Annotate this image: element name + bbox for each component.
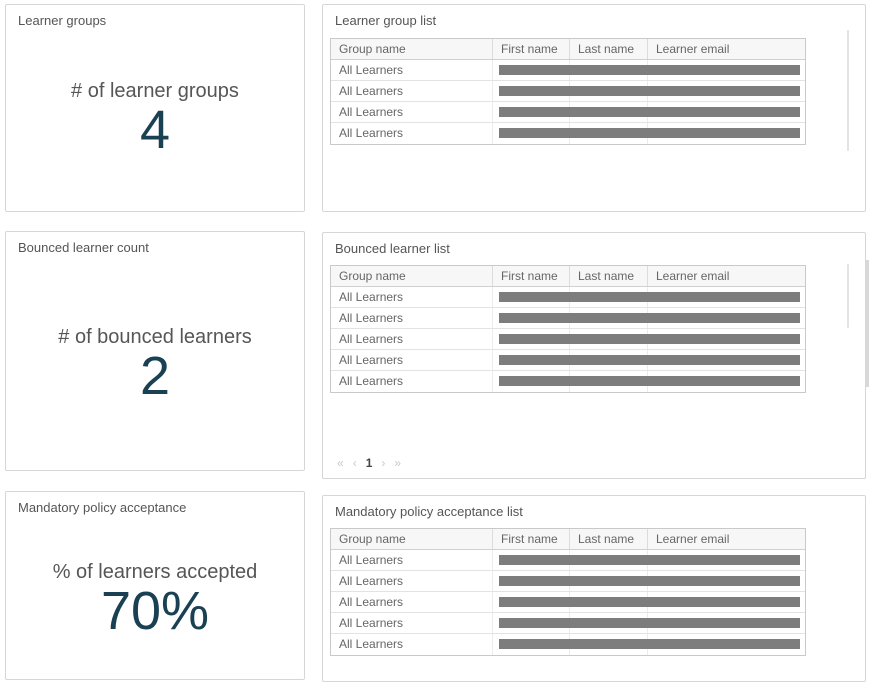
redacted-bar: [499, 292, 800, 302]
column-header-last-name: Last name: [570, 39, 648, 59]
pagination: « ‹ 1 › »: [337, 455, 401, 471]
panel-title: Mandatory policy acceptance: [18, 500, 187, 515]
group-name-cell: All Learners: [331, 613, 493, 633]
current-page[interactable]: 1: [365, 456, 373, 470]
column-header-learner-email: Learner email: [656, 269, 730, 283]
redacted-bar: [499, 576, 800, 586]
stat-block: # of learner groups 4: [6, 79, 304, 157]
page-scrollbar-thumb[interactable]: [866, 260, 869, 387]
table-row: All Learners: [331, 550, 805, 571]
panel-bounced-learner-count: Bounced learner count # of bounced learn…: [5, 231, 305, 471]
panel-title: Mandatory policy acceptance list: [335, 504, 523, 519]
group-name-cell: All Learners: [331, 123, 493, 144]
table-row: All Learners: [331, 571, 805, 592]
group-name-cell: All Learners: [331, 287, 493, 307]
next-page-button[interactable]: ›: [381, 456, 386, 470]
table-header-row: Group name First name Last name Learner …: [331, 39, 805, 60]
stat-label: # of learner groups: [71, 80, 239, 102]
panel-title: Learner group list: [335, 13, 437, 28]
redacted-bar: [499, 555, 800, 565]
table-row: All Learners: [331, 308, 805, 329]
redacted-bar: [499, 355, 800, 365]
column-header-last-name: Last name: [570, 266, 648, 286]
redacted-bar: [499, 597, 800, 607]
panel-bounced-learner-list: Bounced learner list Group name First na…: [322, 232, 866, 479]
panel-mandatory-policy-acceptance: Mandatory policy acceptance % of learner…: [5, 491, 305, 680]
policy-acceptance-table: Group name First name Last name Learner …: [330, 528, 806, 656]
group-name-cell: All Learners: [331, 329, 493, 349]
table-row: All Learners: [331, 287, 805, 308]
table-scrollbar-thumb[interactable]: [847, 264, 849, 328]
stat-value: 70%: [100, 581, 210, 641]
stat-block: # of bounced learners 2: [6, 325, 304, 403]
group-name-cell: All Learners: [331, 60, 493, 80]
table-row: All Learners: [331, 102, 805, 123]
column-header-first-name: First name: [493, 529, 570, 549]
column-header-group-name: Group name: [331, 39, 493, 59]
table-scrollbar-thumb[interactable]: [847, 30, 849, 151]
group-name-cell: All Learners: [331, 308, 493, 328]
column-header-group-name: Group name: [331, 529, 493, 549]
panel-title: Bounced learner list: [335, 241, 450, 256]
table-row: All Learners: [331, 613, 805, 634]
table-row: All Learners: [331, 371, 805, 392]
redacted-bar: [499, 618, 800, 628]
column-header-first-name: First name: [493, 266, 570, 286]
table-header-row: Group name First name Last name Learner …: [331, 529, 805, 550]
redacted-bar: [499, 334, 800, 344]
column-header-group-name: Group name: [331, 266, 493, 286]
group-name-cell: All Learners: [331, 350, 493, 370]
column-header-first-name: First name: [493, 39, 570, 59]
group-name-cell: All Learners: [331, 550, 493, 570]
table-row: All Learners: [331, 592, 805, 613]
redacted-bar: [499, 313, 800, 323]
group-name-cell: All Learners: [331, 81, 493, 101]
group-name-cell: All Learners: [331, 102, 493, 122]
table-row: All Learners: [331, 634, 805, 655]
panel-learner-group-list: Learner group list Group name First name…: [322, 4, 866, 212]
redacted-bar: [499, 128, 800, 138]
stat-value: 4: [139, 100, 171, 160]
group-name-cell: All Learners: [331, 634, 493, 655]
group-name-cell: All Learners: [331, 571, 493, 591]
table-row: All Learners: [331, 81, 805, 102]
panel-title: Bounced learner count: [18, 240, 149, 255]
table-row: All Learners: [331, 329, 805, 350]
bounced-learner-table: Group name First name Last name Learner …: [330, 265, 806, 393]
column-header-learner-email: Learner email: [656, 532, 730, 546]
table-row: All Learners: [331, 350, 805, 371]
last-page-button[interactable]: »: [394, 456, 402, 470]
panel-mandatory-policy-acceptance-list: Mandatory policy acceptance list Group n…: [322, 495, 866, 682]
table-header-row: Group name First name Last name Learner …: [331, 266, 805, 287]
table-row: All Learners: [331, 60, 805, 81]
table-row: All Learners: [331, 123, 805, 144]
first-page-button[interactable]: «: [337, 456, 344, 470]
stat-label: % of learners accepted: [52, 561, 258, 583]
column-header-last-name: Last name: [570, 529, 648, 549]
stat-value: 2: [139, 346, 171, 406]
redacted-bar: [499, 86, 800, 96]
panel-title: Learner groups: [18, 13, 107, 28]
stat-label: # of bounced learners: [58, 326, 252, 348]
column-header-learner-email: Learner email: [656, 42, 730, 56]
group-name-cell: All Learners: [331, 371, 493, 392]
learner-group-table: Group name First name Last name Learner …: [330, 38, 806, 145]
redacted-bar: [499, 65, 800, 75]
group-name-cell: All Learners: [331, 592, 493, 612]
panel-learner-groups: Learner groups # of learner groups 4: [5, 4, 305, 212]
redacted-bar: [499, 639, 800, 649]
redacted-bar: [499, 107, 800, 117]
prev-page-button[interactable]: ‹: [352, 456, 357, 470]
stat-block: % of learners accepted 70%: [6, 560, 304, 638]
redacted-bar: [499, 376, 800, 386]
